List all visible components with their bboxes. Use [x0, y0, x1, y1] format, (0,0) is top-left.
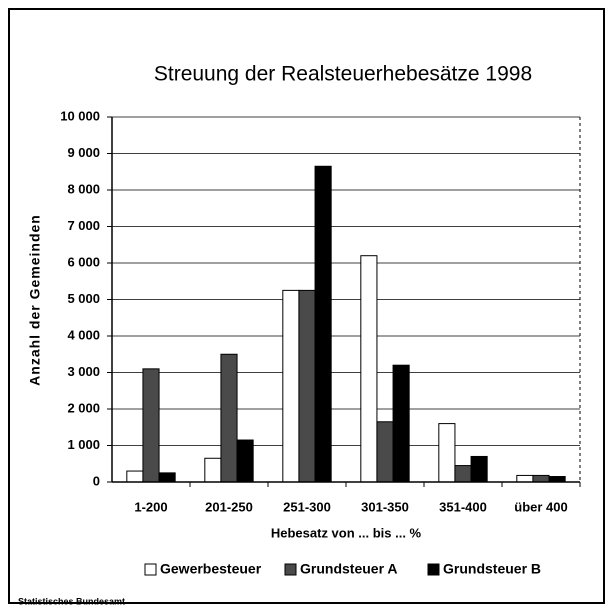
bar	[360, 255, 378, 483]
bar	[126, 470, 144, 483]
bar	[236, 439, 254, 483]
y-tick-label: 0	[93, 473, 100, 488]
bar	[470, 455, 488, 483]
chart-title: Streuung der Realsteuerhebesätze 1998	[154, 63, 532, 86]
y-tick-label: 8 000	[67, 181, 100, 196]
x-tick-label: 301-350	[361, 499, 409, 514]
legend-swatch	[284, 563, 297, 576]
bar	[532, 474, 550, 483]
legend-label: Grundsteuer A	[300, 561, 398, 577]
x-tick-label: 201-250	[205, 499, 253, 514]
x-axis-label: Hebesatz von ... bis ... %	[271, 525, 422, 540]
y-tick-label: 9 000	[67, 145, 100, 160]
x-tick-label: 351-400	[439, 499, 487, 514]
legend-swatch	[144, 563, 157, 576]
bar	[438, 423, 456, 483]
frame	[8, 8, 605, 604]
bar	[314, 165, 332, 483]
legend-swatch	[427, 563, 440, 576]
y-axis-label: Anzahl der Gemeinden	[27, 214, 43, 386]
bar	[392, 364, 410, 483]
x-tick-label: 1-200	[134, 499, 167, 514]
y-tick-label: 6 000	[67, 254, 100, 269]
y-tick-label: 2 000	[67, 400, 100, 415]
y-tick-label: 3 000	[67, 364, 100, 379]
bar	[454, 465, 472, 483]
bar	[548, 476, 566, 483]
legend-label: Grundsteuer B	[443, 561, 541, 577]
bar	[204, 457, 222, 483]
bar	[376, 421, 394, 483]
source-note: Statistisches Bundesamt	[18, 596, 125, 606]
y-tick-label: 7 000	[67, 218, 100, 233]
legend-label: Gewerbesteuer	[160, 561, 262, 577]
x-tick-label: über 400	[514, 499, 567, 514]
x-tick-label: 251-300	[283, 499, 331, 514]
y-tick-label: 4 000	[67, 327, 100, 342]
bar	[158, 472, 176, 483]
bar	[282, 289, 300, 483]
bar	[516, 474, 534, 483]
y-tick-label: 1 000	[67, 437, 100, 452]
bar	[142, 368, 160, 483]
y-tick-label: 10 000	[60, 108, 100, 123]
y-tick-label: 5 000	[67, 291, 100, 306]
bar	[220, 353, 238, 483]
bar	[298, 289, 316, 483]
